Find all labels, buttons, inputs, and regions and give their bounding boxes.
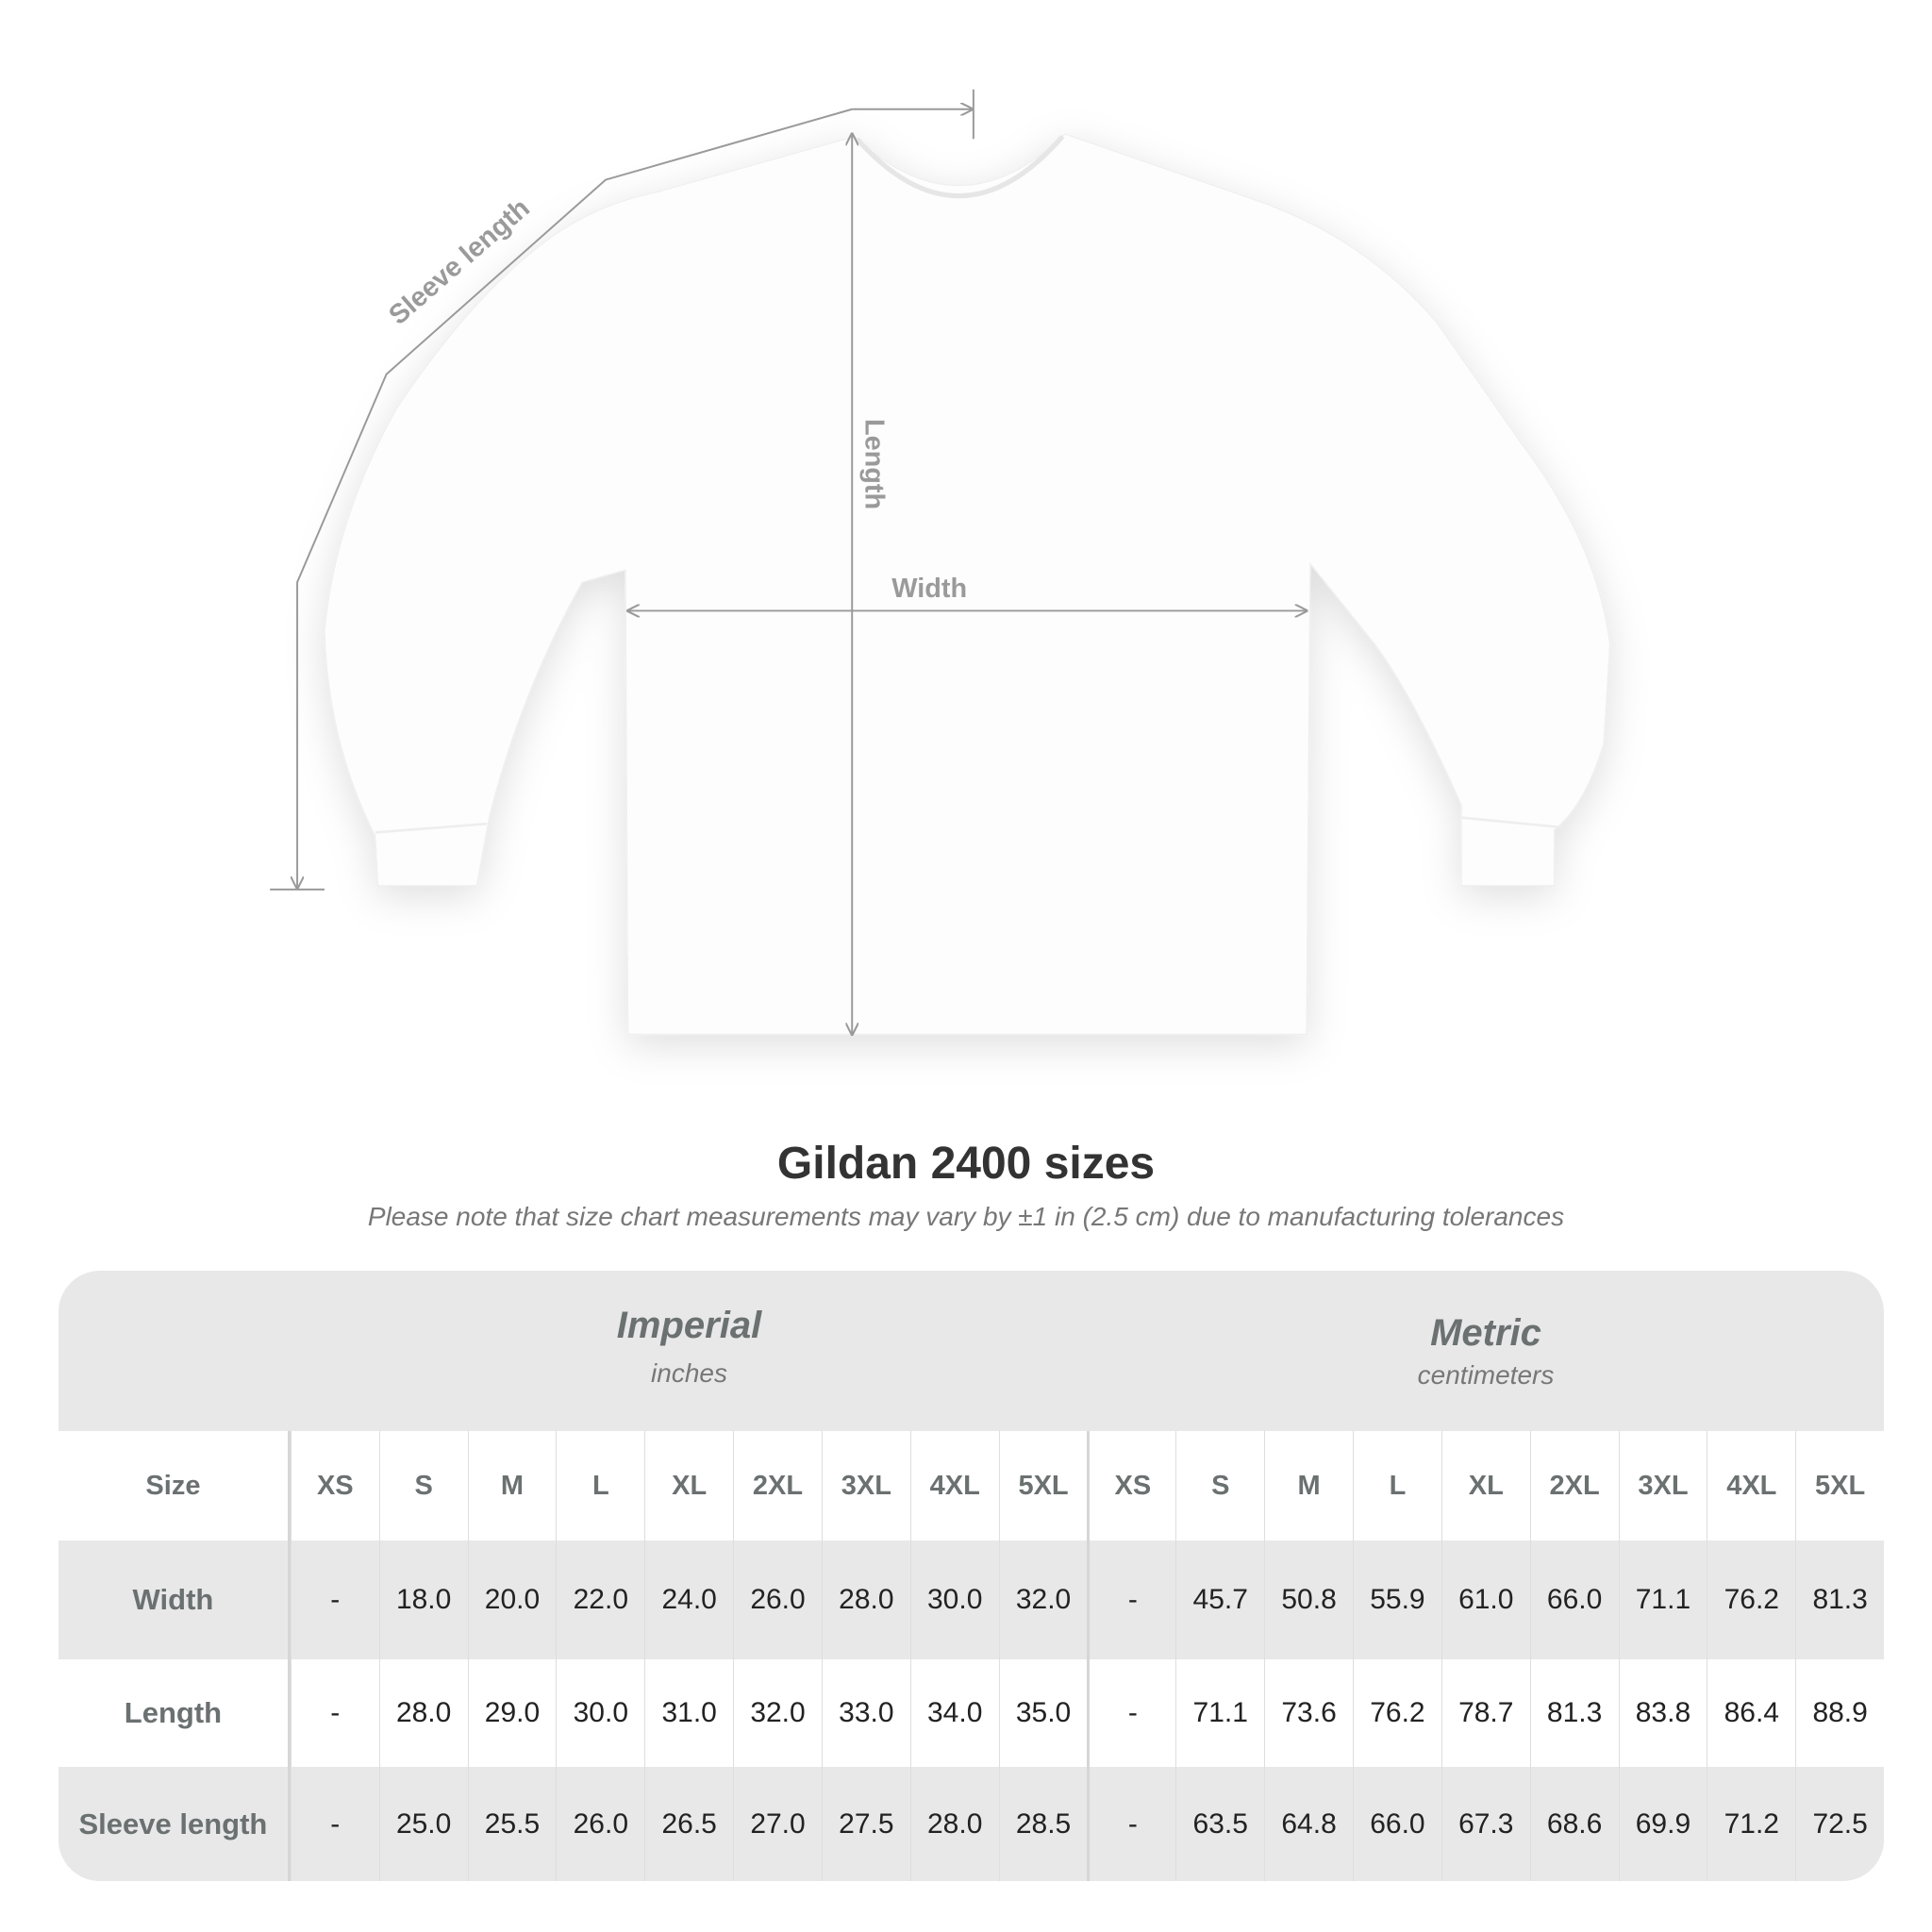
metric-size-xs: XS	[1087, 1431, 1175, 1541]
metric-value: 73.6	[1264, 1659, 1353, 1767]
page-title: Gildan 2400 sizes	[776, 1139, 1156, 1189]
imperial-value: 24.0	[644, 1541, 733, 1659]
table-row: Sleeve length -25.0 25.5 26.0 26.5 27.0 27.5 28…	[58, 1767, 1884, 1881]
metric-value: 72.5	[1795, 1767, 1884, 1881]
metric-value: 71.1	[1175, 1659, 1264, 1767]
imperial-value: 31.0	[644, 1659, 733, 1767]
imperial-value: 30.0	[556, 1659, 644, 1767]
width-label: Width	[891, 574, 967, 604]
imperial-value: 22.0	[556, 1541, 644, 1659]
table-row: Length -28.0 29.0 30.0 31.0 32.0 33.0 34.0 35.0-…	[58, 1659, 1884, 1767]
metric-size-5xl: 5XL	[1795, 1431, 1884, 1541]
imperial-size-l: L	[556, 1431, 644, 1541]
metric-value: 45.7	[1175, 1541, 1264, 1659]
imperial-value: 34.0	[909, 1659, 999, 1767]
metric-unit: centimeters	[1417, 1360, 1555, 1390]
imperial-value: 26.0	[556, 1767, 644, 1881]
metric-value: 83.8	[1618, 1659, 1707, 1767]
metric-value: 71.2	[1707, 1767, 1795, 1881]
imperial-size-s: S	[378, 1431, 468, 1541]
metric-value: 66.0	[1529, 1541, 1619, 1659]
imperial-value: 28.0	[378, 1659, 468, 1767]
imperial-header: Imperial inches	[291, 1271, 1088, 1431]
metric-size-3xl: 3XL	[1618, 1431, 1707, 1541]
metric-value: 69.9	[1618, 1767, 1707, 1881]
imperial-value: 26.5	[644, 1767, 733, 1881]
row-label: Length	[58, 1659, 291, 1767]
metric-value: 55.9	[1353, 1541, 1441, 1659]
row-label: Width	[58, 1541, 291, 1659]
imperial-value: 30.0	[909, 1541, 999, 1659]
imperial-value: 33.0	[821, 1659, 910, 1767]
metric-value: 63.5	[1175, 1767, 1264, 1881]
imperial-value: -	[290, 1541, 379, 1659]
tolerance-note: Please note that size chart measurements…	[367, 1202, 1565, 1231]
imperial-value: 18.0	[378, 1541, 468, 1659]
metric-header: Metric centimeters	[1088, 1271, 1884, 1431]
imperial-value: 32.0	[998, 1541, 1088, 1659]
imperial-value: 35.0	[998, 1659, 1088, 1767]
length-label: Length	[859, 419, 890, 509]
metric-value: 64.8	[1264, 1767, 1353, 1881]
metric-value: 78.7	[1441, 1659, 1530, 1767]
imperial-value: 27.5	[821, 1767, 910, 1881]
imperial-value: 28.5	[998, 1767, 1088, 1881]
metric-value: 68.6	[1529, 1767, 1619, 1881]
imperial-value: -	[290, 1767, 379, 1881]
imperial-size-m: M	[467, 1431, 557, 1541]
imperial-size-3xl: 3XL	[821, 1431, 910, 1541]
size-table: Imperial inches Metric centimeters Size X…	[58, 1271, 1884, 1881]
imperial-value: 28.0	[821, 1541, 910, 1659]
metric-value: 67.3	[1441, 1767, 1530, 1881]
imperial-value: 20.0	[467, 1541, 557, 1659]
metric-value: 81.3	[1529, 1659, 1619, 1767]
metric-title: Metric	[1430, 1312, 1541, 1354]
right-cuff-seam	[1461, 816, 1563, 829]
metric-value: 61.0	[1441, 1541, 1530, 1659]
metric-size-l: L	[1353, 1431, 1441, 1541]
imperial-size-2xl: 2XL	[733, 1431, 822, 1541]
imperial-value: 26.0	[733, 1541, 822, 1659]
metric-value: -	[1087, 1767, 1175, 1881]
metric-size-m: M	[1264, 1431, 1353, 1541]
imperial-value: 32.0	[733, 1659, 822, 1767]
metric-value: 88.9	[1795, 1659, 1884, 1767]
metric-value: 71.1	[1618, 1541, 1707, 1659]
imperial-value: -	[290, 1659, 379, 1767]
imperial-value: 29.0	[467, 1659, 557, 1767]
metric-value: 86.4	[1707, 1659, 1795, 1767]
metric-value: 76.2	[1707, 1541, 1795, 1659]
metric-size-xl: XL	[1441, 1431, 1530, 1541]
collar	[855, 134, 1065, 199]
size-label: Size	[58, 1431, 291, 1541]
imperial-value: 25.5	[467, 1767, 557, 1881]
imperial-size-4xl: 4XL	[909, 1431, 999, 1541]
imperial-size-5xl: 5XL	[998, 1431, 1088, 1541]
metric-value: -	[1087, 1659, 1175, 1767]
metric-size-2xl: 2XL	[1529, 1431, 1619, 1541]
metric-value: 50.8	[1264, 1541, 1353, 1659]
shirt-measurement-diagram: Sleeve length Length Width	[270, 89, 1611, 1115]
imperial-size-xl: XL	[644, 1431, 733, 1541]
row-label: Sleeve length	[58, 1767, 291, 1881]
table-row: Width -18.0 20.0 22.0 24.0 26.0 28.0 30.0 32.0-4…	[58, 1541, 1884, 1659]
imperial-unit: inches	[651, 1358, 727, 1388]
metric-value: 66.0	[1353, 1767, 1441, 1881]
metric-value: -	[1087, 1541, 1175, 1659]
imperial-size-xs: XS	[290, 1431, 379, 1541]
metric-value: 76.2	[1353, 1659, 1441, 1767]
metric-size-s: S	[1175, 1431, 1264, 1541]
imperial-value: 28.0	[909, 1767, 999, 1881]
imperial-value: 25.0	[378, 1767, 468, 1881]
imperial-title: Imperial	[616, 1305, 762, 1346]
long-sleeve-shirt-image	[324, 133, 1611, 1036]
table-header-row: Size XS S M L XL 2XL 3XL 4XL 5XL XS S M L XL 2XL 3XL 4XL 5…	[58, 1431, 1884, 1541]
metric-value: 81.3	[1795, 1541, 1884, 1659]
imperial-value: 27.0	[733, 1767, 822, 1881]
left-cuff-seam	[375, 822, 488, 834]
metric-size-4xl: 4XL	[1707, 1431, 1795, 1541]
sleeve-length-line	[297, 108, 853, 889]
